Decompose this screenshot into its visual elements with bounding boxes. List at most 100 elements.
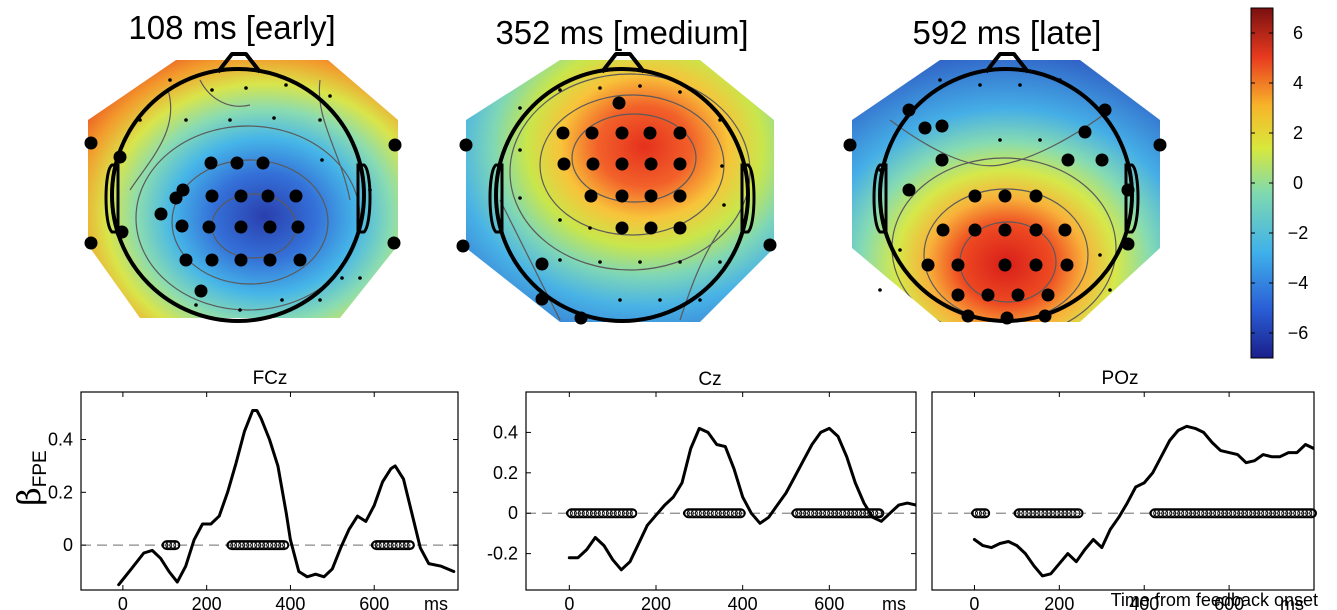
significance-marker bbox=[1157, 509, 1165, 517]
electrode bbox=[284, 83, 288, 87]
electrode-significant bbox=[1121, 237, 1135, 251]
significance-marker bbox=[1213, 509, 1221, 517]
electrode-significant bbox=[1060, 258, 1074, 272]
significance-marker bbox=[1273, 509, 1281, 517]
x-unit-label: ms bbox=[424, 594, 448, 610]
x-tick-label: 600 bbox=[814, 594, 844, 610]
significance-marker bbox=[734, 509, 742, 517]
electrode-significant bbox=[202, 220, 216, 234]
electrode bbox=[238, 308, 242, 312]
electrode-significant bbox=[673, 189, 687, 203]
significance-marker bbox=[698, 509, 706, 517]
electrode-significant bbox=[1058, 223, 1072, 237]
electrode bbox=[272, 116, 276, 120]
significance-marker bbox=[1305, 509, 1313, 517]
significance-marker bbox=[970, 509, 978, 517]
significance-marker bbox=[974, 509, 982, 517]
electrode-significant bbox=[763, 238, 777, 252]
significance-marker bbox=[1069, 509, 1077, 517]
significance-marker bbox=[811, 509, 819, 517]
electrode bbox=[328, 94, 332, 98]
electrode-significant bbox=[154, 207, 168, 221]
significance-marker bbox=[1293, 509, 1301, 517]
significance-marker bbox=[819, 509, 827, 517]
significance-marker bbox=[1265, 509, 1273, 517]
electrode-significant bbox=[585, 126, 599, 140]
x-tick-label: 400 bbox=[275, 594, 305, 610]
y-tick-label: 0.2 bbox=[48, 482, 73, 502]
significance-marker bbox=[1269, 509, 1277, 517]
significance-marker bbox=[1261, 509, 1269, 517]
significance-marker bbox=[242, 541, 250, 549]
significance-marker bbox=[577, 509, 585, 517]
significance-bar-outline bbox=[1013, 508, 1084, 519]
electrode-significant bbox=[456, 239, 470, 253]
electrode-significant bbox=[998, 258, 1012, 272]
electrode bbox=[518, 148, 522, 152]
electrode-significant bbox=[1041, 288, 1055, 302]
electrode-significant bbox=[643, 126, 657, 140]
electrode-significant bbox=[673, 126, 687, 140]
contour-lines bbox=[499, 73, 751, 321]
significance-marker bbox=[702, 509, 710, 517]
significance-bar bbox=[161, 540, 181, 551]
electrode-significant bbox=[1098, 103, 1112, 117]
significance-marker bbox=[1301, 509, 1309, 517]
electrode-significant bbox=[256, 156, 270, 170]
significance-marker bbox=[690, 509, 698, 517]
significance-marker bbox=[278, 541, 286, 549]
electrode-significant bbox=[1011, 288, 1025, 302]
colorbar-tick-label: 2 bbox=[1293, 123, 1303, 143]
significance-marker bbox=[682, 509, 690, 517]
electrode-significant bbox=[644, 157, 658, 171]
significance-bar bbox=[226, 540, 290, 551]
significance-marker bbox=[1021, 509, 1029, 517]
x-unit-label: ms bbox=[1280, 594, 1304, 610]
electrode bbox=[638, 84, 642, 88]
electrode-significant bbox=[921, 258, 935, 272]
significance-marker bbox=[803, 509, 811, 517]
electrode-significant bbox=[556, 126, 570, 140]
electrode-significant bbox=[113, 150, 127, 164]
electrode-significant bbox=[1095, 153, 1109, 167]
electrode-significant bbox=[843, 138, 857, 152]
significance-marker bbox=[847, 509, 855, 517]
erp-panel-fcz: FCz 0 200 400 600 ms 0 0.2 0.4 bbox=[48, 368, 459, 610]
significance-marker bbox=[1177, 509, 1185, 517]
x-tick-label: 0 bbox=[564, 594, 574, 610]
x-tick-label: 600 bbox=[359, 594, 389, 610]
significance-bar-outline bbox=[371, 540, 415, 551]
significance-bar bbox=[791, 508, 885, 519]
electrode-significant bbox=[615, 157, 629, 171]
electrode-significant bbox=[574, 311, 588, 325]
significance-bar bbox=[565, 508, 638, 519]
x-tick-label: 200 bbox=[1044, 594, 1074, 610]
electrode-significant bbox=[194, 284, 208, 298]
significance-marker bbox=[815, 509, 823, 517]
significance-marker bbox=[234, 541, 242, 549]
y-axis-label-main: βFPE bbox=[10, 450, 51, 505]
x-tick-label: 400 bbox=[1129, 594, 1159, 610]
electrode bbox=[368, 188, 372, 192]
significance-bar-outline bbox=[226, 540, 290, 551]
x-tick-label: 200 bbox=[192, 594, 222, 610]
electrode-significant bbox=[644, 189, 658, 203]
significance-marker bbox=[238, 541, 246, 549]
electrode bbox=[678, 90, 682, 94]
electrode-significant bbox=[615, 221, 629, 235]
significance-marker bbox=[1041, 509, 1049, 517]
significance-marker bbox=[1245, 509, 1253, 517]
electrode-significant bbox=[234, 189, 248, 203]
erp-series-line bbox=[117, 409, 456, 587]
significance-marker bbox=[589, 509, 597, 517]
y-axis-label: βFPE bbox=[10, 450, 51, 505]
electrode-significant bbox=[289, 189, 303, 203]
significance-marker bbox=[706, 509, 714, 517]
electrode bbox=[588, 226, 592, 230]
significance-marker bbox=[270, 541, 278, 549]
significance-bar bbox=[970, 508, 991, 519]
significance-marker bbox=[1281, 509, 1289, 517]
topomap-title-medium: 352 ms [medium] bbox=[495, 14, 748, 51]
electrode bbox=[340, 276, 344, 280]
